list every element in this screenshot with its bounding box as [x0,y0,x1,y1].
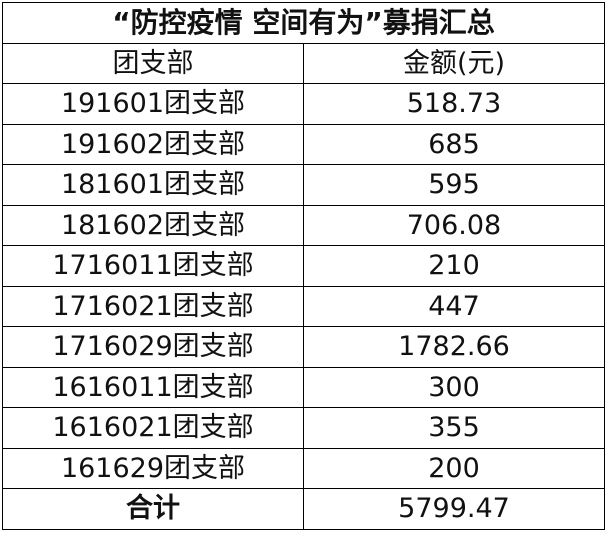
table-row: 191602团支部 685 [2,123,605,165]
total-row: 合计 5799.47 [2,488,605,530]
amount-cell: 300 [303,366,605,408]
title-row: “防控疫情 空间有为”募捐汇总 [2,2,605,44]
header-branch: 团支部 [2,42,304,84]
branch-cell: 1716021团支部 [2,285,304,327]
header-amount: 金额(元) [303,42,605,84]
table-row: 181602团支部 706.08 [2,204,605,246]
branch-cell: 1716029团支部 [2,326,304,368]
amount-cell: 200 [303,447,605,489]
amount-cell: 447 [303,285,605,327]
branch-cell: 191602团支部 [2,123,304,165]
table-row: 1716011团支部 210 [2,245,605,287]
table-row: 191601团支部 518.73 [2,83,605,125]
branch-cell: 1616021团支部 [2,407,304,449]
branch-cell: 1616011团支部 [2,366,304,408]
amount-cell: 210 [303,245,605,287]
table-title: “防控疫情 空间有为”募捐汇总 [2,2,605,44]
amount-cell: 595 [303,164,605,206]
branch-cell: 191601团支部 [2,83,304,125]
branch-cell: 181601团支部 [2,164,304,206]
table-row: 1616011团支部 300 [2,366,605,408]
total-label: 合计 [2,488,304,530]
table-row: 161629团支部 200 [2,447,605,489]
amount-cell: 1782.66 [303,326,605,368]
table-row: 1716029团支部 1782.66 [2,326,605,368]
amount-cell: 685 [303,123,605,165]
amount-cell: 355 [303,407,605,449]
amount-cell: 518.73 [303,83,605,125]
donation-summary-table: “防控疫情 空间有为”募捐汇总 团支部 金额(元) 191601团支部 518.7… [2,2,605,530]
amount-cell: 706.08 [303,204,605,246]
table-row: 1616021团支部 355 [2,407,605,449]
total-amount: 5799.47 [303,488,605,530]
table-row: 181601团支部 595 [2,164,605,206]
branch-cell: 181602团支部 [2,204,304,246]
branch-cell: 1716011团支部 [2,245,304,287]
header-row: 团支部 金额(元) [2,42,605,84]
branch-cell: 161629团支部 [2,447,304,489]
table-row: 1716021团支部 447 [2,285,605,327]
